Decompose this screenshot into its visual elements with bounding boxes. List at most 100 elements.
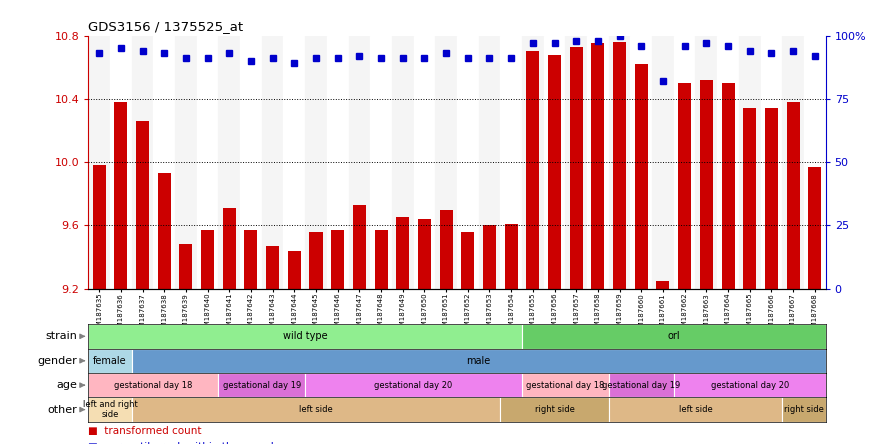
Bar (261, 36, 283, 289)
Bar (522, 36, 544, 289)
Bar (283, 36, 306, 289)
Text: left and right
side: left and right side (83, 400, 138, 419)
Bar (266, 246, 279, 289)
Bar (656, 281, 669, 289)
Bar (565, 36, 587, 289)
Text: gestational day 19: gestational day 19 (602, 381, 681, 390)
Bar (88, 397, 132, 422)
Bar (630, 36, 653, 289)
Text: right side: right side (534, 405, 575, 414)
Bar (760, 36, 782, 289)
Bar (587, 36, 608, 289)
Text: orl: orl (668, 331, 680, 341)
Bar (674, 373, 826, 397)
Bar (721, 83, 735, 289)
Bar (201, 230, 214, 289)
Bar (782, 397, 826, 422)
Text: female: female (94, 356, 127, 366)
Bar (154, 36, 175, 289)
Bar (765, 108, 778, 289)
Bar (570, 47, 583, 289)
Bar (392, 36, 413, 289)
Bar (349, 36, 370, 289)
Bar (132, 36, 154, 289)
Text: male: male (466, 356, 491, 366)
Text: gestational day 18: gestational day 18 (526, 381, 605, 390)
Bar (331, 230, 344, 289)
Bar (88, 373, 218, 397)
Bar (608, 373, 674, 397)
Bar (175, 36, 197, 289)
Bar (306, 36, 327, 289)
Bar (483, 225, 496, 289)
Bar (88, 36, 110, 289)
Text: ■  percentile rank within the sample: ■ percentile rank within the sample (88, 442, 281, 444)
Bar (245, 230, 258, 289)
Bar (804, 36, 826, 289)
Bar (110, 36, 132, 289)
Text: gender: gender (37, 356, 77, 366)
Text: left side: left side (299, 405, 333, 414)
Bar (653, 36, 674, 289)
Text: gestational day 18: gestational day 18 (114, 381, 192, 390)
Bar (674, 36, 696, 289)
Bar (179, 244, 192, 289)
Bar (544, 36, 565, 289)
Bar (548, 55, 561, 289)
Bar (158, 173, 170, 289)
Bar (88, 324, 522, 349)
Bar (808, 167, 821, 289)
Text: gestational day 20: gestational day 20 (711, 381, 789, 390)
Bar (132, 397, 501, 422)
Bar (526, 52, 540, 289)
Bar (635, 64, 648, 289)
Text: right side: right side (784, 405, 824, 414)
Bar (743, 108, 756, 289)
Text: age: age (57, 380, 77, 390)
Bar (457, 36, 479, 289)
Bar (218, 36, 240, 289)
Bar (197, 36, 218, 289)
Bar (413, 36, 435, 289)
Bar (717, 36, 739, 289)
Bar (418, 219, 431, 289)
Bar (608, 36, 630, 289)
Bar (374, 230, 388, 289)
Bar (501, 36, 522, 289)
Bar (114, 102, 127, 289)
Bar (440, 210, 453, 289)
Bar (306, 373, 522, 397)
Bar (309, 232, 322, 289)
Bar (396, 218, 409, 289)
Bar (288, 250, 301, 289)
Bar (88, 349, 132, 373)
Bar (93, 165, 106, 289)
Text: gestational day 20: gestational day 20 (374, 381, 453, 390)
Bar (613, 42, 626, 289)
Bar (782, 36, 804, 289)
Bar (608, 397, 782, 422)
Text: GDS3156 / 1375525_at: GDS3156 / 1375525_at (88, 20, 244, 33)
Bar (223, 208, 236, 289)
Bar (739, 36, 760, 289)
Bar (136, 121, 149, 289)
Bar (787, 102, 800, 289)
Bar (505, 224, 517, 289)
Text: other: other (48, 404, 77, 415)
Bar (700, 80, 713, 289)
Bar (353, 205, 366, 289)
Text: wild type: wild type (283, 331, 328, 341)
Bar (479, 36, 501, 289)
Bar (461, 232, 474, 289)
Bar (678, 83, 691, 289)
Bar (501, 397, 608, 422)
Bar (218, 373, 306, 397)
Text: strain: strain (45, 331, 77, 341)
Text: gestational day 19: gestational day 19 (223, 381, 301, 390)
Bar (696, 36, 717, 289)
Bar (327, 36, 349, 289)
Bar (370, 36, 392, 289)
Bar (435, 36, 457, 289)
Bar (522, 324, 826, 349)
Text: ■  transformed count: ■ transformed count (88, 426, 202, 436)
